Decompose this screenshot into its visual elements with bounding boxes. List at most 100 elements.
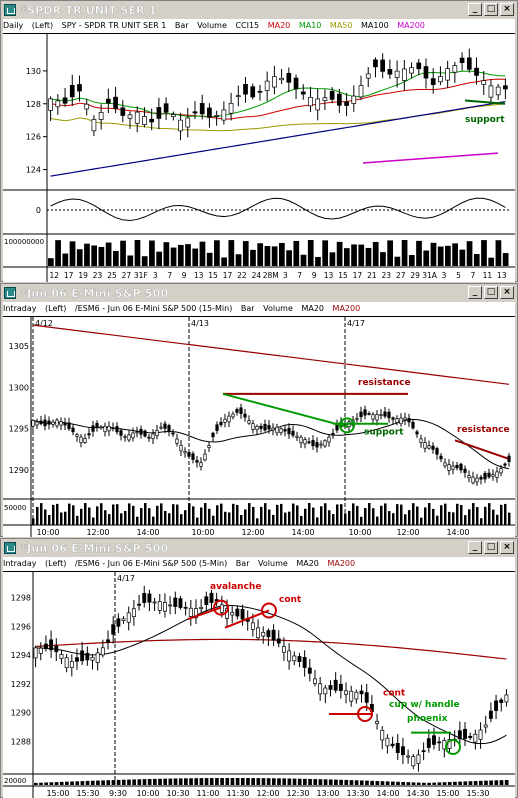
- volume-bar: [149, 240, 155, 266]
- candle-body: [327, 436, 331, 443]
- minimize-button[interactable]: _: [468, 286, 482, 299]
- candle-body: [383, 411, 387, 417]
- x-tick-label: 3: [442, 271, 447, 280]
- x-tick-label: 10:00: [348, 528, 371, 537]
- candle-body: [48, 98, 53, 111]
- candle-body: [419, 438, 423, 443]
- volume-bar: [428, 503, 431, 525]
- candle-body: [323, 440, 327, 447]
- candle-body: [219, 421, 223, 426]
- candle-body: [33, 647, 38, 659]
- volume-bar: [256, 518, 259, 525]
- candle-body: [115, 426, 119, 433]
- volume-bar: [76, 515, 79, 525]
- candle-body: [183, 606, 188, 609]
- volume-bar: [304, 508, 307, 525]
- candle-body: [322, 97, 328, 101]
- close-button[interactable]: ×: [500, 3, 514, 16]
- candle-body: [507, 455, 511, 462]
- candle-body: [445, 68, 450, 81]
- candle-body: [67, 422, 71, 429]
- volume-bar: [354, 780, 359, 785]
- candle-body: [287, 650, 292, 662]
- candle-body: [380, 730, 385, 741]
- volume-bar: [136, 516, 139, 525]
- volume-bar: [96, 506, 99, 525]
- volume-bar: [48, 514, 51, 525]
- chart-plot[interactable]: 1298 1296 1294 1292 1290 1288 4/17 avalanche con…: [3, 571, 515, 798]
- volume-bar: [240, 515, 243, 525]
- candle-body: [95, 652, 100, 664]
- candle-body: [416, 754, 421, 764]
- candle-body: [251, 423, 255, 430]
- title-bar[interactable]: *SPDR TR UNIT SER 1 _ □ ×: [2, 2, 516, 18]
- scale-label: (Left): [45, 559, 67, 568]
- y-tick-label: 1294: [11, 651, 31, 660]
- volume-bar: [473, 781, 478, 785]
- volume-bar: [468, 781, 473, 785]
- close-button[interactable]: ×: [500, 286, 514, 299]
- volume-bar: [64, 511, 67, 525]
- title-bar[interactable]: *Jun 06 E-Mini S&P 500 _ □ ×: [2, 285, 516, 301]
- volume-bar: [34, 782, 38, 785]
- candle-body: [221, 109, 227, 121]
- volume-bar: [59, 781, 64, 785]
- candle-body: [344, 690, 348, 695]
- candle-body: [126, 612, 131, 623]
- candle-body: [55, 100, 61, 108]
- x-tick-label: 12:00: [256, 789, 279, 798]
- volume-bar: [215, 778, 219, 785]
- volume-bar: [228, 240, 235, 266]
- volume-bar: [180, 514, 183, 525]
- candle-body: [380, 59, 386, 72]
- cont-label: cont: [279, 595, 302, 605]
- x-tick-label: 9:30: [109, 789, 127, 798]
- volume-bar: [204, 778, 209, 785]
- volume-bar: [349, 780, 354, 785]
- candle-body: [230, 612, 235, 616]
- maximize-button[interactable]: □: [484, 3, 498, 16]
- volume-bar: [141, 256, 148, 266]
- volume-bar: [406, 782, 411, 785]
- candle-body: [335, 424, 339, 431]
- volume-bar: [266, 778, 271, 785]
- title-bar[interactable]: *Jun 06 E-Mini S&P 500 _ □ ×: [2, 540, 516, 556]
- candle-body: [111, 427, 115, 430]
- volume-bar: [235, 778, 240, 785]
- x-tick-label: 7: [471, 271, 476, 280]
- chart-header: Intraday (Left) /ESM6 - Jun 06 E-Mini S&…: [3, 557, 515, 571]
- candle-body: [276, 638, 281, 644]
- cup-handle-label: cup w/ handle: [389, 700, 460, 710]
- chart-plot[interactable]: 1305 1300 1295 1290 4/12 4/13 4/17 resistance su…: [3, 316, 515, 537]
- volume-bar: [272, 778, 276, 785]
- chart-plot[interactable]: 130 128 126 124 support 0 100000000 12 17 19 23 25 2…: [3, 33, 515, 282]
- candle-body: [401, 68, 407, 81]
- minimize-button[interactable]: _: [468, 541, 482, 554]
- volume-bar: [44, 509, 47, 525]
- minimize-button[interactable]: _: [468, 3, 482, 16]
- volume-bar: [106, 780, 111, 785]
- candle-body: [83, 438, 87, 443]
- maximize-button[interactable]: □: [484, 541, 498, 554]
- x-tick-label: 10:30: [166, 789, 189, 798]
- candle-body: [391, 417, 395, 420]
- close-button[interactable]: ×: [500, 541, 514, 554]
- volume-bar: [39, 782, 43, 785]
- maximize-button[interactable]: □: [484, 286, 498, 299]
- candle-body: [303, 439, 307, 445]
- volume-bar: [453, 781, 457, 785]
- resistance-line-2: [454, 439, 509, 460]
- candle-body: [147, 436, 151, 439]
- candle-body: [192, 111, 198, 114]
- symbol-label: SPY - SPDR TR UNIT SER 1: [61, 21, 167, 30]
- volume-bar: [322, 240, 329, 266]
- scale-label: (Left): [31, 21, 54, 30]
- interval-label: Intraday: [3, 304, 37, 313]
- volume-bar: [334, 779, 338, 785]
- candle-body: [504, 694, 509, 703]
- volume-bar: [199, 778, 204, 785]
- candle-body: [329, 90, 335, 100]
- breakout-circle: [339, 417, 355, 434]
- volume-bar: [147, 779, 152, 785]
- candle-body: [185, 117, 191, 128]
